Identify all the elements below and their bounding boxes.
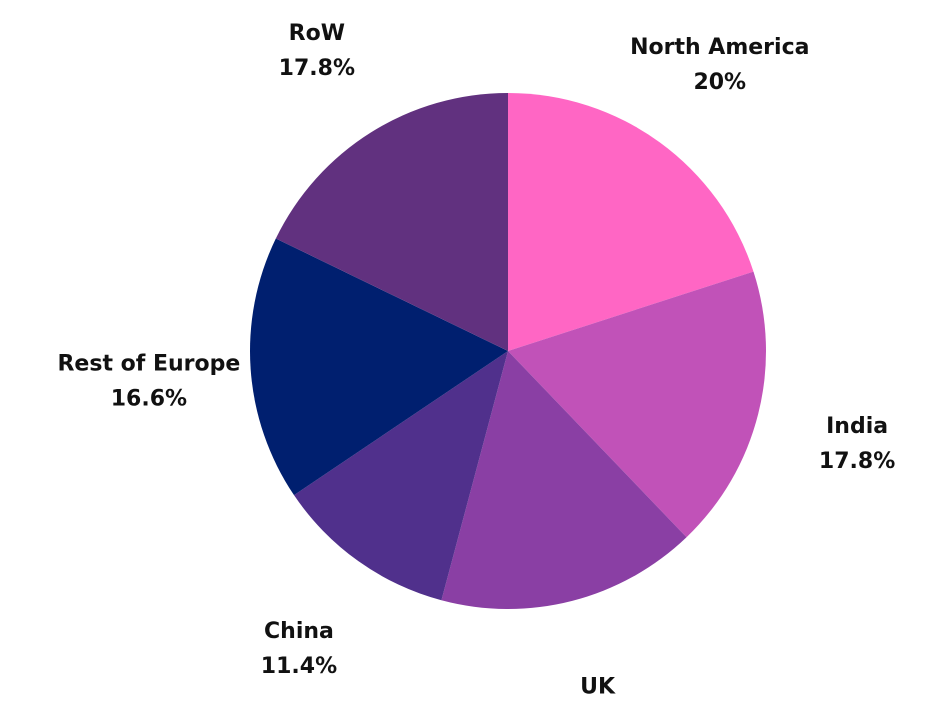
slice-category-label: China	[264, 619, 334, 644]
slice-category-label: UK	[580, 675, 616, 700]
slice-value-label: 17.8%	[279, 56, 355, 81]
slice-value-label: 16.6%	[111, 386, 187, 411]
pie-slice-rest-of-europe	[250, 238, 508, 496]
slice-value-label: 11.4%	[261, 654, 337, 679]
slice-value-label: 20%	[693, 70, 746, 95]
pie-slices	[250, 92, 766, 609]
pie-slice-india	[508, 271, 766, 538]
pie-slice-row	[275, 92, 508, 351]
slice-value-label: 17.8%	[819, 449, 895, 474]
pie-slice-north-america	[508, 93, 754, 351]
pie-labels: North America20%India17.8%UK16.3%China11…	[57, 21, 895, 700]
slice-category-label: India	[826, 414, 888, 439]
slice-category-label: North America	[630, 35, 809, 60]
pie-slice-uk	[441, 351, 687, 609]
slice-category-label: Rest of Europe	[57, 351, 240, 376]
slice-category-label: RoW	[289, 21, 345, 46]
pie-slice-china	[294, 351, 508, 601]
